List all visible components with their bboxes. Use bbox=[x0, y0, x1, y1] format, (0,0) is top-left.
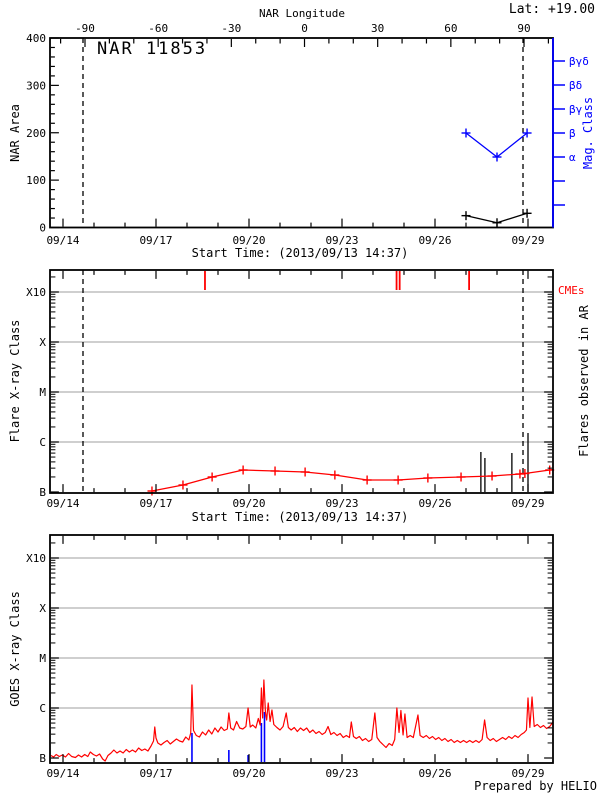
mag-class-tick-label: βγδ bbox=[569, 55, 589, 68]
class-tick-label: X bbox=[39, 336, 46, 349]
area-tick-label: 300 bbox=[26, 79, 46, 92]
longitude-tick-label: 30 bbox=[371, 22, 384, 35]
panel-frame bbox=[49, 37, 554, 229]
area-tick-label: 200 bbox=[26, 127, 46, 140]
time-tick-label: 09/26 bbox=[418, 234, 451, 247]
area-tick-label: 0 bbox=[39, 222, 46, 235]
right-label-flares-observed: Flares observed in AR bbox=[577, 305, 591, 457]
y-axis-label-goes-class: GOES X-ray Class bbox=[8, 591, 22, 707]
panel-frame bbox=[49, 269, 554, 494]
start-time-label-middle: Start Time: (2013/09/13 14:37) bbox=[191, 510, 409, 524]
longitude-tick-label: 0 bbox=[301, 22, 308, 35]
longitude-axis-title: NAR Longitude bbox=[258, 7, 346, 20]
time-tick-label: 09/23 bbox=[325, 234, 358, 247]
longitude-tick-label: 60 bbox=[444, 22, 457, 35]
longitude-tick-label: -90 bbox=[75, 22, 95, 35]
plot-title: NAR 11853 bbox=[97, 39, 208, 59]
y-axis-label-flare-class: Flare X-ray Class bbox=[8, 319, 22, 443]
class-tick-label: C bbox=[39, 436, 46, 449]
credit-label: Prepared by HELIO bbox=[474, 779, 597, 793]
longitude-tick-label: 90 bbox=[517, 22, 530, 35]
time-tick-label: 09/14 bbox=[46, 767, 79, 780]
class-tick-label: B bbox=[39, 752, 46, 765]
time-tick-label: 09/26 bbox=[418, 767, 451, 780]
longitude-tick-label: -60 bbox=[148, 22, 168, 35]
time-tick-label: 09/29 bbox=[511, 767, 544, 780]
latitude-label: Lat: +19.00 bbox=[508, 2, 595, 17]
area-tick-label: 100 bbox=[26, 174, 46, 187]
mag-class-tick-label: βγ bbox=[569, 103, 583, 116]
time-tick-label: 09/23 bbox=[325, 767, 358, 780]
panel-frame bbox=[49, 534, 554, 764]
cmes-label: CMEs bbox=[558, 284, 585, 297]
mag-class-tick-label: β bbox=[569, 127, 576, 140]
area-tick-label: 400 bbox=[26, 32, 46, 45]
class-tick-label: M bbox=[39, 386, 46, 399]
time-tick-label: 09/17 bbox=[139, 767, 172, 780]
longitude-tick-label: -30 bbox=[221, 22, 241, 35]
time-tick-label: 09/20 bbox=[232, 234, 265, 247]
time-tick-label: 09/17 bbox=[139, 234, 172, 247]
time-tick-label: 09/23 bbox=[325, 497, 358, 510]
time-tick-label: 09/20 bbox=[232, 497, 265, 510]
time-tick-label: 09/29 bbox=[511, 497, 544, 510]
start-time-label-top: Start Time: (2013/09/13 14:37) bbox=[191, 246, 409, 260]
class-tick-label: C bbox=[39, 702, 46, 715]
class-tick-label: B bbox=[39, 486, 46, 499]
time-tick-label: 09/17 bbox=[139, 497, 172, 510]
time-tick-label: 09/29 bbox=[511, 234, 544, 247]
goes-flux-line bbox=[50, 679, 554, 762]
class-tick-label: X10 bbox=[26, 552, 46, 565]
mag-class-tick-label: βδ bbox=[569, 79, 582, 92]
time-tick-label: 09/26 bbox=[418, 497, 451, 510]
time-tick-label: 09/20 bbox=[232, 767, 265, 780]
class-tick-label: X bbox=[39, 602, 46, 615]
time-tick-label: 09/14 bbox=[46, 234, 79, 247]
class-tick-label: M bbox=[39, 652, 46, 665]
mag-class-tick-label: α bbox=[569, 151, 576, 164]
y-axis-label-nar-area: NAR Area bbox=[8, 104, 22, 162]
class-tick-label: X10 bbox=[26, 286, 46, 299]
y-axis-label-mag-class: Mag. Class bbox=[581, 96, 595, 170]
time-tick-label: 09/14 bbox=[46, 497, 79, 510]
